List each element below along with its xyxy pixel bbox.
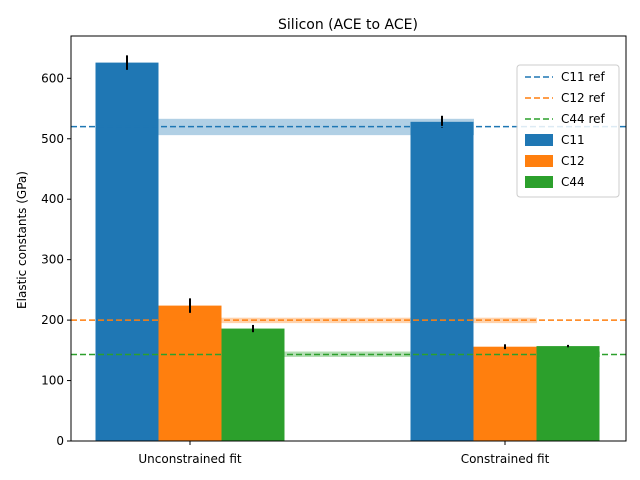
y-tick-label: 600 bbox=[41, 71, 64, 85]
legend-label: C11 ref bbox=[561, 70, 606, 84]
legend-label: C44 bbox=[561, 175, 585, 189]
y-tick-label: 400 bbox=[41, 192, 64, 206]
y-tick-label: 200 bbox=[41, 313, 64, 327]
error-bars bbox=[126, 55, 569, 350]
y-tick-label: 500 bbox=[41, 132, 64, 146]
bar-c12-1 bbox=[473, 346, 537, 441]
legend-marker-patch bbox=[525, 134, 553, 146]
legend: C11 ref C12 ref C44 ref C11 C12 C44 bbox=[516, 64, 620, 198]
legend-marker-patch bbox=[525, 176, 553, 188]
axes-frame bbox=[70, 35, 627, 442]
legend-label: C12 bbox=[561, 154, 585, 168]
y-tick-label: 0 bbox=[56, 434, 64, 448]
y-axis-label: Elastic constants (GPa) bbox=[15, 171, 29, 309]
bar-c44-0 bbox=[221, 328, 285, 441]
chart-title: Silicon (ACE to ACE) bbox=[278, 17, 418, 33]
bar-c12-0 bbox=[158, 305, 222, 441]
x-tick-label: Constrained fit bbox=[461, 452, 550, 466]
x-tick-label: Unconstrained fit bbox=[138, 452, 241, 466]
y-tick-label: 300 bbox=[41, 253, 64, 267]
bars bbox=[95, 62, 600, 442]
legend-marker-patch bbox=[525, 155, 553, 167]
axes: 0 100 200 300 400 500 600 Unconstrained fit Cons… bbox=[41, 35, 627, 466]
legend-label: C44 ref bbox=[561, 112, 606, 126]
legend-label: C12 ref bbox=[561, 91, 606, 105]
bar-c11-1 bbox=[410, 121, 474, 442]
bar-c44-1 bbox=[536, 346, 600, 441]
bar-c11-0 bbox=[95, 62, 159, 441]
y-tick-label: 100 bbox=[41, 374, 64, 388]
legend-label: C11 bbox=[561, 133, 585, 147]
